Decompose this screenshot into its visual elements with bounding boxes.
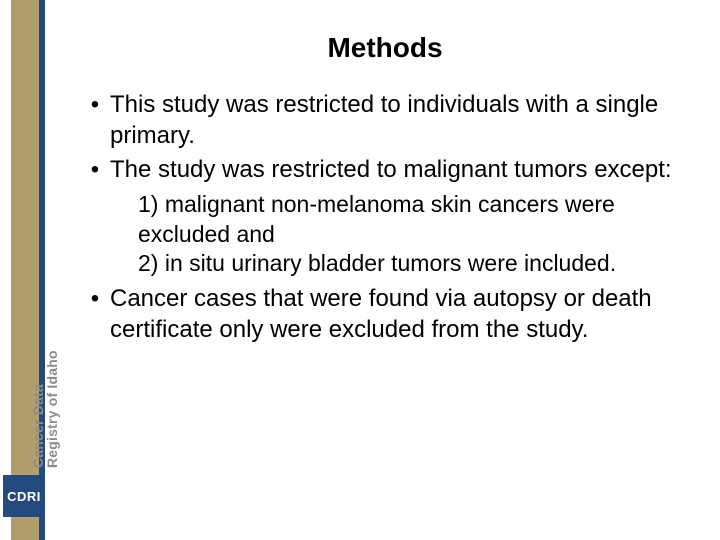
logo-badge: CDRI <box>3 475 45 517</box>
content-area: Methods •This study was restricted to in… <box>80 32 690 350</box>
bullet-text: Cancer cases that were found via autopsy… <box>110 284 690 345</box>
bullet-text: The study was restricted to malignant tu… <box>110 155 690 186</box>
sub-bullet-item: 2) in situ urinary bladder tumors were i… <box>138 249 690 278</box>
bullet-text: This study was restricted to individuals… <box>110 90 690 151</box>
bullet-dot-icon: • <box>80 155 110 186</box>
bullet-dot-icon: • <box>80 90 110 151</box>
slide: Methods •This study was restricted to in… <box>0 0 720 540</box>
bullet-dot-icon: • <box>80 284 110 345</box>
logo-line-2: Registry of Idaho <box>44 350 60 468</box>
bullet-item: •This study was restricted to individual… <box>80 90 690 151</box>
sub-bullet-item: 1) malignant non-melanoma skin cancers w… <box>138 190 690 249</box>
bullet-item: •Cancer cases that were found via autops… <box>80 284 690 345</box>
sub-bullet-list: 1) malignant non-melanoma skin cancers w… <box>138 190 690 278</box>
bullet-list: •This study was restricted to individual… <box>80 90 690 346</box>
bullet-item: •The study was restricted to malignant t… <box>80 155 690 186</box>
slide-title: Methods <box>80 32 690 64</box>
